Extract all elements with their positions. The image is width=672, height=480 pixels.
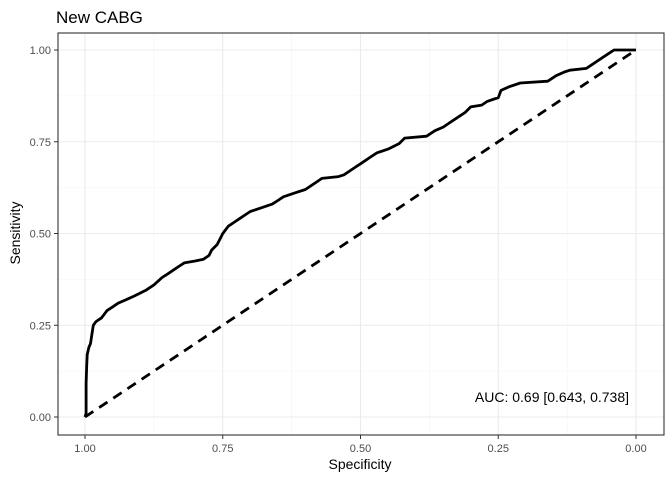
x-tick-label: 0.25 bbox=[488, 443, 509, 455]
tick-layer: 1.00 0.75 0.50 0.25 0.00 0.00 0.25 0.50 0.75 1.00 bbox=[30, 45, 647, 455]
x-tick-label: 0.50 bbox=[350, 443, 371, 455]
x-axis-title: Specificity bbox=[328, 456, 391, 472]
panel-border bbox=[57, 32, 665, 436]
auc-annotation: AUC: 0.69 [0.643, 0.738] bbox=[475, 389, 629, 405]
roc-curve-line bbox=[83, 48, 636, 418]
reference-diagonal-line bbox=[84, 48, 637, 419]
y-axis-title: Sensitivity bbox=[7, 201, 23, 264]
y-tick-label: 0.75 bbox=[30, 137, 51, 149]
chart-title: New CABG bbox=[56, 8, 143, 27]
y-tick-label: 0.00 bbox=[30, 412, 51, 424]
y-tick-label: 0.50 bbox=[30, 229, 51, 241]
x-tick-label: 1.00 bbox=[74, 443, 95, 455]
series-layer bbox=[83, 48, 637, 419]
y-tick-label: 0.25 bbox=[30, 320, 51, 332]
x-tick-label: 0.75 bbox=[212, 443, 233, 455]
x-tick-label: 0.00 bbox=[625, 443, 646, 455]
y-tick-label: 1.00 bbox=[30, 45, 51, 57]
